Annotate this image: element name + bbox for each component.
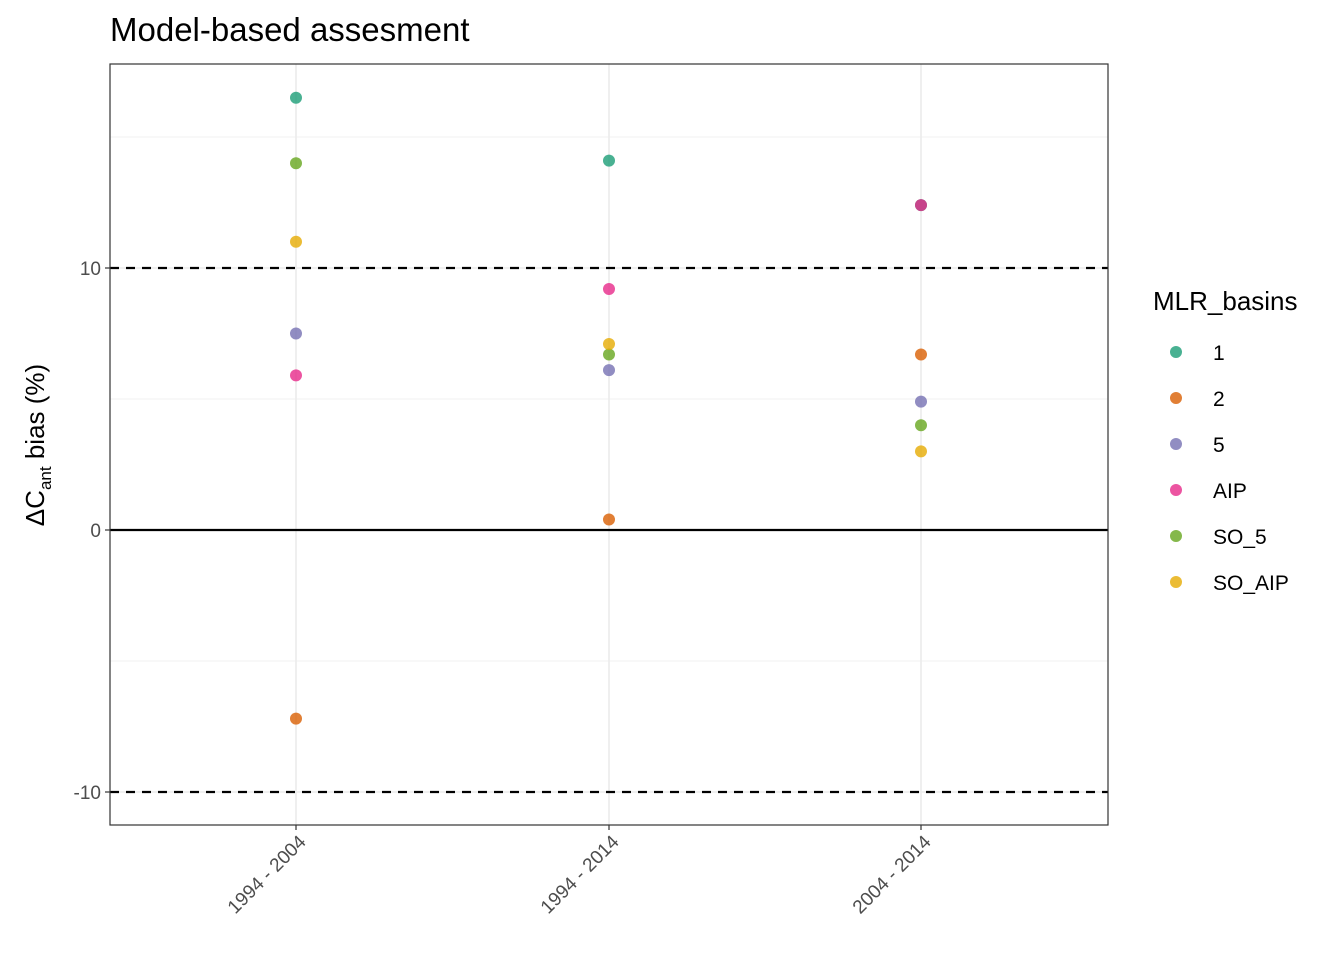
data-point-aip (915, 199, 927, 212)
data-point-5 (915, 395, 927, 408)
x-tick-label: 2004 - 2014 (849, 831, 936, 918)
legend-key-aip (1170, 484, 1182, 496)
data-point-5 (603, 364, 615, 377)
y-axis: -10 0 10 (74, 259, 110, 804)
data-point-so-5 (290, 157, 302, 170)
reference-lines (110, 266, 1108, 794)
legend-label-2: 2 (1213, 388, 1225, 411)
x-tick-label: 1994 - 2004 (224, 831, 311, 918)
y-tick-label: -10 (74, 783, 101, 804)
legend: 1 2 5 AIP SO_5 SO_AIP (1170, 342, 1289, 595)
data-point-1 (290, 91, 302, 104)
legend-label-so-5: SO_5 (1213, 526, 1267, 549)
data-points (290, 91, 927, 725)
data-point-so-aip (915, 445, 927, 458)
data-point-so-aip (603, 337, 615, 350)
legend-key-5 (1170, 438, 1182, 450)
y-axis-label-suffix: bias (%) (20, 364, 50, 467)
x-axis: 1994 - 2004 1994 - 2014 2004 - 2014 (224, 825, 936, 918)
legend-key-so-5 (1170, 530, 1182, 542)
data-point-so-5 (915, 419, 927, 432)
data-point-2 (603, 513, 615, 526)
legend-title: MLR_basins (1153, 286, 1298, 316)
legend-key-2 (1170, 392, 1182, 404)
y-axis-label: ΔCant bias (%) (20, 364, 55, 526)
data-point-so-aip (290, 235, 302, 248)
legend-label-so-aip: SO_AIP (1213, 572, 1289, 595)
data-point-so-5 (603, 348, 615, 361)
data-point-aip (290, 369, 302, 382)
y-axis-label-prefix: ΔC (20, 490, 50, 526)
legend-label-1: 1 (1213, 342, 1225, 365)
legend-label-aip: AIP (1213, 480, 1247, 503)
data-point-2 (290, 712, 302, 725)
x-tick-label: 1994 - 2014 (537, 831, 624, 918)
data-point-1 (603, 154, 615, 167)
data-point-aip (603, 282, 615, 295)
legend-key-so-aip (1170, 576, 1182, 588)
chart-title: Model-based assesment (110, 11, 470, 48)
y-tick-label: 10 (80, 259, 101, 280)
legend-label-5: 5 (1213, 434, 1225, 457)
data-point-5 (290, 327, 302, 340)
y-axis-label-subscript: ant (36, 466, 55, 490)
legend-key-1 (1170, 346, 1182, 358)
data-point-2 (915, 348, 927, 361)
y-tick-label: 0 (90, 521, 101, 542)
